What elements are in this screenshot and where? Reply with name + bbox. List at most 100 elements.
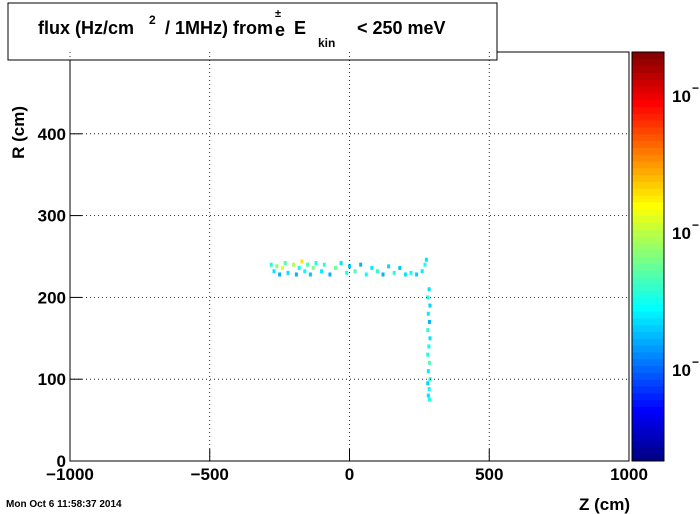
cell — [409, 270, 413, 275]
colorbar-step — [632, 358, 664, 367]
y-tick-label: 400 — [38, 125, 66, 144]
x-tick-label: 0 — [345, 465, 354, 484]
cell — [364, 272, 368, 277]
colorbar-step — [632, 208, 664, 217]
cell — [328, 272, 332, 277]
cell — [427, 360, 431, 365]
colorbar-step — [632, 120, 664, 128]
cell — [426, 311, 430, 316]
colorbar-step — [632, 283, 664, 292]
x-axis-label: Z (cm) — [579, 495, 630, 514]
cell — [308, 272, 312, 277]
colorbar-step — [632, 406, 664, 414]
cell — [339, 261, 343, 266]
y-tick-label: 300 — [38, 207, 66, 226]
title-part: flux (Hz/cm — [38, 18, 134, 38]
colorbar-tick-label: 10 — [672, 361, 691, 380]
cell — [428, 336, 432, 341]
cell — [272, 269, 276, 274]
colorbar-step — [632, 276, 664, 285]
colorbar-step — [632, 433, 664, 442]
cell — [426, 381, 430, 386]
cell — [370, 265, 374, 270]
colorbar-step — [632, 79, 664, 87]
cell — [359, 262, 363, 267]
colorbar-step — [632, 454, 664, 462]
colorbar-step — [632, 229, 664, 237]
colorbar-step — [632, 133, 664, 142]
cell — [320, 269, 324, 274]
cell — [334, 265, 338, 270]
timestamp: Mon Oct 6 11:58:37 2014 — [6, 499, 122, 510]
colorbar-step — [632, 113, 664, 121]
colorbar-step — [632, 379, 664, 387]
cell — [306, 262, 310, 267]
y-axis-label: R (cm) — [9, 106, 28, 159]
title-part: / 1MHz) from — [165, 18, 273, 38]
cell — [297, 265, 301, 270]
cell — [423, 262, 427, 267]
colorbar-step — [632, 181, 664, 189]
colorbar-step — [632, 58, 664, 67]
colorbar-step — [632, 174, 664, 183]
colorbar-step — [632, 290, 664, 298]
cell — [426, 328, 430, 333]
cell — [426, 393, 430, 398]
colorbar-step — [632, 161, 664, 169]
colorbar-tick-exponent: − — [692, 81, 699, 95]
colorbar-step — [632, 331, 664, 339]
colorbar-step — [632, 399, 664, 407]
colorbar-step — [632, 420, 664, 428]
cell — [375, 269, 379, 274]
cell — [427, 344, 431, 349]
cell — [403, 272, 407, 277]
colorbar-step — [632, 392, 664, 401]
y-tick-label: 100 — [38, 370, 66, 389]
colorbar-step — [632, 351, 664, 360]
cell — [427, 319, 431, 324]
colorbar-step — [632, 372, 664, 380]
cell — [415, 272, 419, 277]
cell — [322, 262, 326, 267]
cell — [280, 265, 284, 270]
cell — [426, 369, 430, 374]
colorbar-step — [632, 447, 664, 455]
cell — [426, 352, 430, 357]
colorbar-step — [632, 311, 664, 319]
y-tick-label: 200 — [38, 288, 66, 307]
colorbar-step — [632, 242, 664, 251]
cell — [387, 264, 391, 269]
title-part: 2 — [149, 13, 156, 27]
colorbar-step — [632, 256, 664, 264]
cells — [269, 257, 432, 402]
cell — [303, 269, 307, 274]
cell — [292, 262, 296, 267]
colorbar-step — [632, 270, 664, 278]
cell — [420, 269, 424, 274]
colorbar-frame — [631, 51, 665, 462]
colorbar-step — [632, 426, 664, 435]
x-tick-label: −500 — [191, 465, 229, 484]
cell — [427, 397, 431, 402]
colorbar-step — [632, 72, 664, 80]
colorbar-step — [632, 188, 664, 196]
colorbar-step — [632, 236, 664, 244]
colorbar-step — [632, 86, 664, 94]
cell — [398, 265, 402, 270]
y-tick-label: 0 — [57, 452, 66, 471]
colorbar-step — [632, 304, 664, 312]
colorbar-step — [632, 263, 664, 271]
cell — [427, 387, 431, 392]
cell — [294, 272, 298, 277]
colorbar-step — [632, 65, 664, 73]
colorbar-step — [632, 440, 664, 448]
cell — [311, 265, 315, 270]
colorbar-step — [632, 92, 664, 101]
cell — [353, 269, 357, 274]
cell — [426, 295, 430, 300]
colorbar-step — [632, 365, 664, 373]
colorbar-step — [632, 52, 664, 60]
cell — [381, 272, 385, 277]
colorbar-step — [632, 215, 664, 223]
